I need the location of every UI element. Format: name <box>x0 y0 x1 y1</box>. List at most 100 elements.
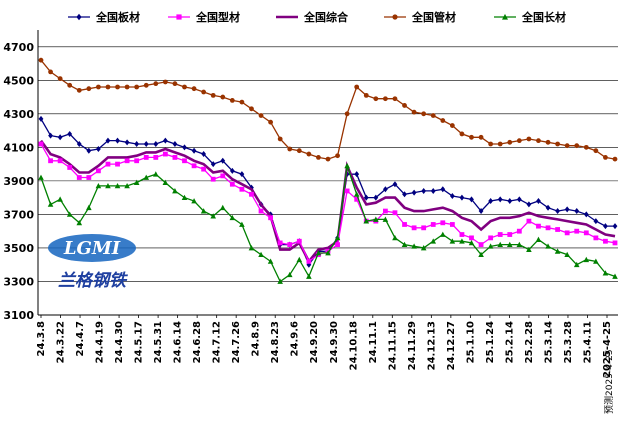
x-tick-label: 24.3.8 <box>36 321 47 356</box>
data-point <box>573 261 580 268</box>
data-point <box>411 243 417 249</box>
data-point <box>545 204 551 211</box>
legend-label: 全国板材 <box>95 10 140 24</box>
legend-item: 全国板材 <box>68 10 140 24</box>
data-point <box>96 84 101 90</box>
data-point <box>363 92 369 98</box>
data-point <box>469 196 474 203</box>
x-tick-label: 24.7.12 <box>212 321 223 363</box>
data-point <box>411 109 417 115</box>
data-point <box>47 201 54 207</box>
data-point <box>143 174 150 180</box>
data-point <box>115 84 120 90</box>
data-point <box>354 84 360 90</box>
data-point <box>421 111 427 117</box>
data-point <box>555 227 560 232</box>
legend-marker <box>176 14 182 20</box>
legend-marker <box>76 13 82 21</box>
data-point <box>67 165 73 170</box>
data-point <box>325 250 331 256</box>
series-3 <box>38 57 618 162</box>
data-point <box>239 171 245 178</box>
data-point <box>564 206 570 213</box>
x-tick-label: 24.12.27 <box>446 321 457 370</box>
legend-marker <box>392 14 398 20</box>
logo-mark: LGMI <box>63 238 121 259</box>
data-point <box>526 201 532 208</box>
y-tick-label: 3900 <box>3 175 34 188</box>
data-point <box>38 141 44 147</box>
x-tick-label: 24.6.28 <box>192 321 203 363</box>
x-tick-label: 24.9.6 <box>290 321 301 356</box>
data-point <box>506 241 513 247</box>
legend-label: 全国综合 <box>303 10 349 24</box>
logo-name: 兰格钢铁 <box>58 271 129 291</box>
y-tick-label: 4300 <box>3 108 34 121</box>
data-point <box>536 198 541 204</box>
y-tick-label: 4100 <box>3 141 34 154</box>
data-point <box>603 155 608 160</box>
data-point <box>191 163 197 169</box>
data-point <box>430 113 436 118</box>
x-tick-label: 24.7.26 <box>231 321 242 363</box>
data-point <box>554 248 561 254</box>
data-point <box>612 156 618 162</box>
data-point <box>497 232 503 237</box>
data-point <box>143 141 149 147</box>
data-point <box>287 146 293 152</box>
data-point <box>201 166 207 172</box>
data-point <box>286 271 293 278</box>
data-point <box>449 192 455 199</box>
data-point <box>191 147 197 154</box>
legend-item: 全国管材 <box>384 10 456 24</box>
data-point <box>134 158 140 164</box>
y-tick-label: 3100 <box>3 309 34 322</box>
y-tick-label: 3700 <box>3 208 34 221</box>
data-point <box>373 96 379 102</box>
data-point <box>220 173 226 179</box>
data-point <box>296 148 302 154</box>
data-point <box>38 174 44 180</box>
data-point <box>392 181 398 188</box>
data-point <box>507 198 513 204</box>
data-point <box>430 187 436 194</box>
data-point <box>392 234 398 241</box>
data-point <box>334 234 341 241</box>
data-point <box>57 158 63 164</box>
data-point <box>373 194 379 201</box>
data-point <box>315 250 322 256</box>
x-tick-label: 25.2.28 <box>524 321 535 363</box>
data-point <box>306 151 312 157</box>
data-point <box>76 87 82 93</box>
data-point <box>96 168 101 174</box>
data-point <box>574 228 580 234</box>
data-point <box>536 138 541 144</box>
data-point <box>210 213 216 219</box>
data-point <box>124 139 130 146</box>
data-point <box>603 223 608 230</box>
data-point <box>200 208 207 214</box>
data-point <box>535 236 542 242</box>
data-point <box>382 216 389 222</box>
data-point <box>459 194 465 201</box>
data-point <box>191 198 197 204</box>
series-4 <box>38 162 618 284</box>
data-point <box>468 240 475 246</box>
data-point <box>86 175 92 180</box>
data-point <box>516 138 522 144</box>
x-tick-label: 24.11.1 <box>368 321 379 363</box>
data-point <box>325 156 331 162</box>
axis: 3100 3300 3500 3700 3900 4100 4300 4500 4700 24.3… <box>3 30 618 378</box>
data-point <box>564 230 570 236</box>
data-point <box>449 123 455 128</box>
data-point <box>229 98 235 103</box>
data-point <box>392 210 398 216</box>
data-point <box>574 143 580 149</box>
data-point <box>488 198 494 204</box>
data-point <box>105 84 111 90</box>
data-point <box>172 155 178 160</box>
data-point <box>48 158 53 164</box>
data-point <box>487 243 494 249</box>
legend-label: 全国长材 <box>521 10 566 24</box>
